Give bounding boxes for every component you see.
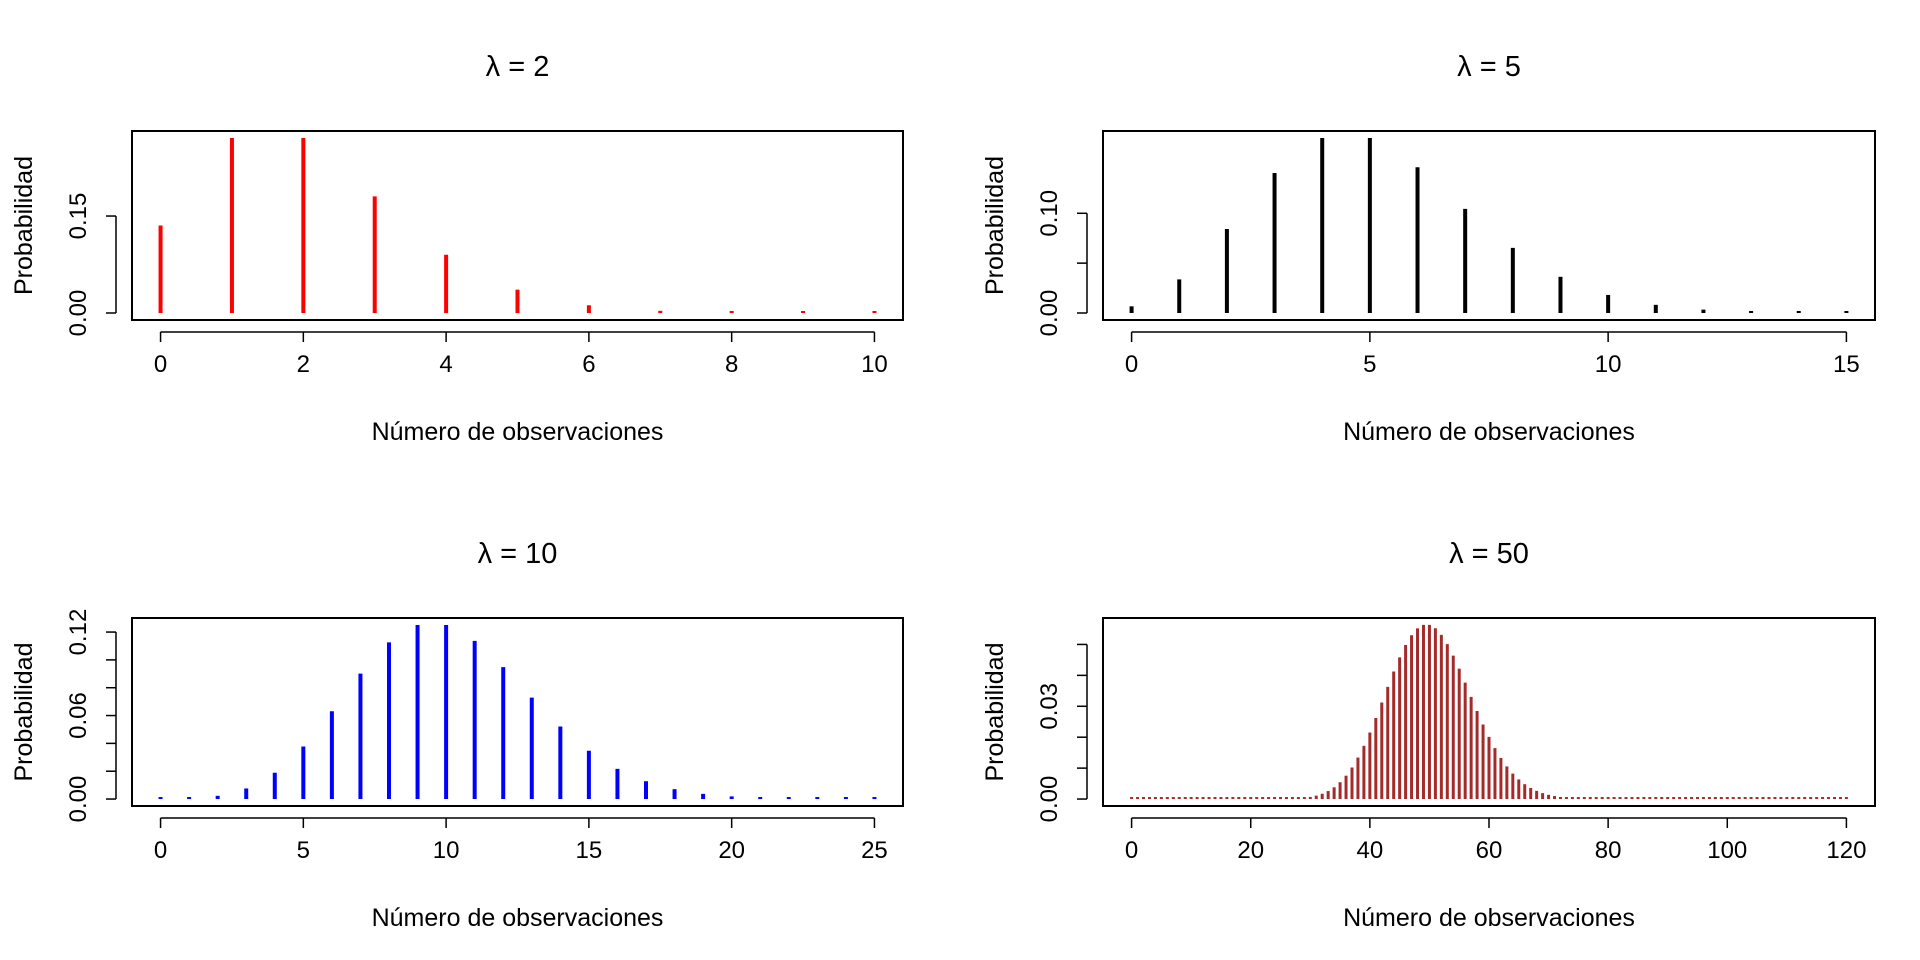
chart-title: λ = 10 (478, 538, 558, 570)
x-tick-label-120: 120 (1826, 837, 1866, 864)
x-tick-label-2: 2 (297, 351, 310, 378)
chart-panel-4: λ = 50 0 20 40 60 80 100 120 Número de observaci… (981, 538, 1876, 932)
x-tick-label-0: 0 (154, 351, 167, 378)
x-tick-label-4: 4 (439, 351, 452, 378)
y-tick-label-0.06: 0.06 (65, 692, 92, 739)
x-tick-label-0: 0 (1125, 837, 1138, 864)
y-tick-label-0.10: 0.10 (1036, 190, 1063, 237)
x-tick-label-10: 10 (433, 837, 460, 864)
plot-frame (131, 617, 904, 807)
x-tick-label-20: 20 (1237, 837, 1264, 864)
chart-title: λ = 5 (1457, 51, 1521, 83)
chart-title: λ = 50 (1449, 538, 1529, 570)
y-tick-label-0.00: 0.00 (65, 776, 92, 823)
x-tick-label-25: 25 (861, 837, 888, 864)
x-tick-label-15: 15 (1833, 351, 1860, 378)
x-axis-label: Número de observaciones (372, 904, 664, 932)
x-tick-label-0: 0 (1125, 351, 1138, 378)
chart-title: λ = 2 (486, 51, 550, 83)
y-axis-label: Probabilidad (981, 643, 1009, 782)
y-tick-label-0.15: 0.15 (65, 193, 92, 240)
chart-panel-1: λ = 2 0 2 4 6 8 10 Número de observaciones 0.00 0… (10, 51, 904, 446)
y-tick-label-0.00: 0.00 (1036, 290, 1063, 337)
y-tick-label-0.03: 0.03 (1036, 683, 1063, 730)
x-tick-label-40: 40 (1357, 837, 1384, 864)
y-tick-label-0.00: 0.00 (65, 290, 92, 337)
y-axis-label: Probabilidad (10, 156, 38, 295)
x-axis-label: Número de observaciones (372, 418, 664, 446)
x-tick-label-6: 6 (582, 351, 595, 378)
x-tick-label-8: 8 (725, 351, 738, 378)
plot-frame (131, 130, 904, 321)
x-tick-label-5: 5 (297, 837, 310, 864)
plot-frame (1102, 617, 1876, 807)
y-axis-label: Probabilidad (981, 156, 1009, 295)
y-tick-label-0.12: 0.12 (65, 609, 92, 656)
x-axis-label: Número de observaciones (1343, 904, 1635, 932)
plot-frame (1102, 130, 1876, 321)
x-tick-label-10: 10 (861, 351, 888, 378)
y-tick-label-0.00: 0.00 (1036, 776, 1063, 823)
chart-panel-2: λ = 5 0 5 10 15 Número de observaciones 0.00 0.… (981, 51, 1876, 446)
x-axis-label: Número de observaciones (1343, 418, 1635, 446)
x-tick-label-100: 100 (1707, 837, 1747, 864)
x-tick-label-5: 5 (1363, 351, 1376, 378)
x-tick-label-15: 15 (576, 837, 603, 864)
x-tick-label-60: 60 (1476, 837, 1503, 864)
x-tick-label-10: 10 (1595, 351, 1622, 378)
y-axis-label: Probabilidad (10, 643, 38, 782)
x-tick-label-0: 0 (154, 837, 167, 864)
x-tick-label-20: 20 (718, 837, 745, 864)
chart-panel-3: λ = 10 0 5 10 15 20 25 Número de observaciones 0… (10, 538, 904, 932)
x-tick-label-80: 80 (1595, 837, 1622, 864)
